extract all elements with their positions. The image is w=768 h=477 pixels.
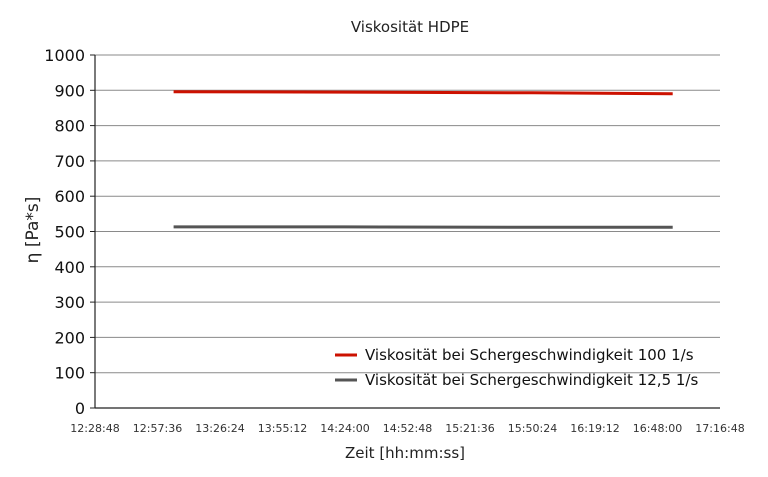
- series-lines: [173, 90, 673, 229]
- y-tick-label: 300: [54, 293, 85, 312]
- x-tick-label: 14:24:00: [320, 422, 369, 435]
- y-tick-label: 400: [54, 258, 85, 277]
- x-tick-label: 15:21:36: [445, 422, 494, 435]
- x-tick-label: 16:48:00: [633, 422, 682, 435]
- x-tick-label: 13:55:12: [258, 422, 307, 435]
- y-tick-label: 1000: [44, 46, 85, 65]
- y-tick-label: 0: [75, 399, 85, 418]
- x-axis-label: Zeit [hh:mm:ss]: [345, 444, 465, 462]
- legend-label-0: Viskosität bei Schergeschwindigkeit 100 …: [365, 346, 694, 364]
- x-tick-label: 12:57:36: [133, 422, 182, 435]
- series-line-0: [173, 90, 673, 96]
- x-axis-ticks: 12:28:48 12:57:36 13:26:24 13:55:12 14:24:00…: [70, 422, 744, 435]
- y-tick-label: 900: [54, 81, 85, 100]
- y-tick-label: 800: [54, 117, 85, 136]
- y-tick-label: 600: [54, 187, 85, 206]
- y-axis-label: η [Pa*s]: [23, 197, 43, 264]
- legend-label-1: Viskosität bei Schergeschwindigkeit 12,5…: [365, 371, 698, 389]
- x-tick-label: 14:52:48: [383, 422, 432, 435]
- x-tick-label: 16:19:12: [570, 422, 619, 435]
- y-axis-ticks: 0 100 200 300 400 500 600 700 800 900 1000: [44, 46, 95, 418]
- y-tick-label: 100: [54, 364, 85, 383]
- x-tick-label: 15:50:24: [508, 422, 557, 435]
- y-tick-label: 200: [54, 328, 85, 347]
- x-tick-label: 13:26:24: [195, 422, 244, 435]
- x-tick-label: 12:28:48: [70, 422, 119, 435]
- legend: Viskosität bei Schergeschwindigkeit 100 …: [335, 346, 698, 389]
- x-tick-label: 17:16:48: [695, 422, 744, 435]
- y-tick-label: 700: [54, 152, 85, 171]
- y-tick-label: 500: [54, 223, 85, 242]
- grid: [94, 54, 720, 409]
- chart-title: Viskosität HDPE: [351, 18, 469, 36]
